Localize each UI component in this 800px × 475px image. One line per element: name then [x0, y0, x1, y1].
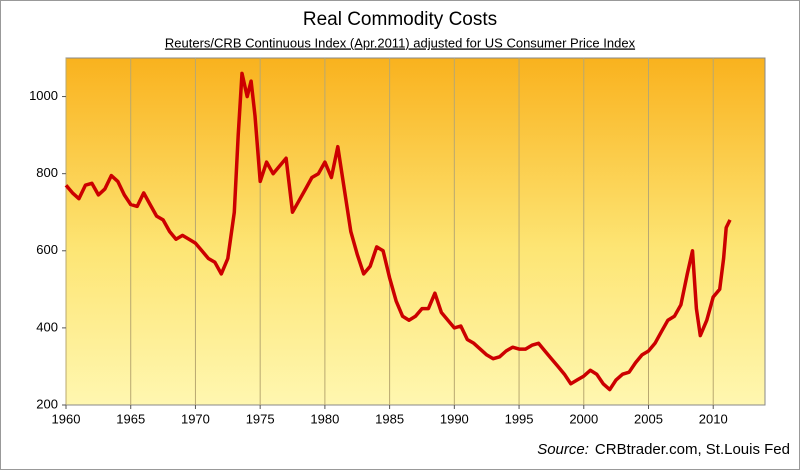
- source: Source: CRBtrader.com, St.Louis Fed: [537, 441, 790, 458]
- x-tick-label: 1975: [246, 411, 275, 426]
- chart-subtitle: Reuters/CRB Continuous Index (Apr.2011) …: [165, 35, 636, 50]
- x-tick-label: 1990: [440, 411, 469, 426]
- y-tick-label: 400: [36, 319, 58, 334]
- source-text: CRBtrader.com, St.Louis Fed: [595, 441, 790, 458]
- source-label: Source:: [537, 441, 589, 458]
- y-tick-label: 200: [36, 396, 58, 411]
- x-tick-label: 2010: [699, 411, 728, 426]
- x-tick-label: 1970: [181, 411, 210, 426]
- x-tick-label: 1980: [310, 411, 339, 426]
- y-tick-label: 800: [36, 165, 58, 180]
- x-tick-label: 1985: [375, 411, 404, 426]
- chart-title: Real Commodity Costs: [303, 9, 497, 30]
- x-tick-label: 2000: [569, 411, 598, 426]
- x-tick-label: 1995: [505, 411, 534, 426]
- x-tick-label: 2005: [634, 411, 663, 426]
- y-tick-label: 1000: [29, 88, 58, 103]
- y-tick-label: 600: [36, 242, 58, 257]
- line: [64, 71, 732, 392]
- x-tick-label: 1965: [116, 411, 145, 426]
- x-tick-label: 1960: [52, 411, 81, 426]
